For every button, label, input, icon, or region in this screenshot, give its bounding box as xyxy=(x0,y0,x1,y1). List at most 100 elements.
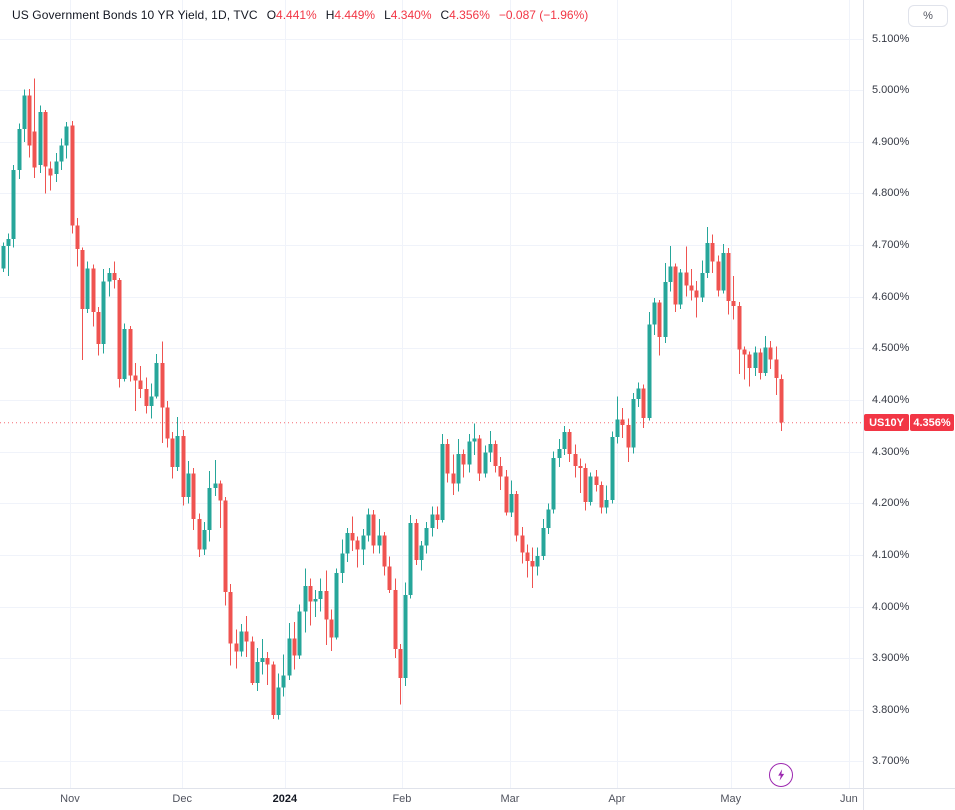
candle xyxy=(461,454,466,465)
candle xyxy=(202,530,207,550)
open-value: 4.441% xyxy=(276,8,317,22)
candle xyxy=(578,466,583,469)
candle xyxy=(573,454,578,467)
price-tick-label: 4.200% xyxy=(872,497,910,510)
price-scale[interactable]: 5.100% 5.000% 4.900% 4.800% 4.700% 4.600% 4.50… xyxy=(864,0,955,788)
price-tick-label: 4.400% xyxy=(872,393,910,406)
candle xyxy=(213,483,218,488)
candle xyxy=(689,285,694,291)
candle xyxy=(779,378,784,423)
price-tick-label: 4.800% xyxy=(872,187,910,200)
candle xyxy=(768,347,773,360)
candle xyxy=(456,454,461,484)
candle xyxy=(424,528,429,546)
candle xyxy=(472,438,477,442)
low-value: 4.340% xyxy=(390,8,432,22)
candle xyxy=(181,436,186,498)
open-letter: O xyxy=(266,8,277,22)
candle xyxy=(22,95,27,129)
candle xyxy=(43,111,48,167)
candle xyxy=(250,641,255,683)
ohlc-high: H4.449% xyxy=(326,8,375,22)
candle xyxy=(615,419,620,438)
candle xyxy=(361,535,366,550)
candle xyxy=(631,398,636,448)
candle xyxy=(117,280,122,379)
candle xyxy=(414,522,419,561)
time-scale-separator xyxy=(0,788,955,789)
candle xyxy=(493,443,498,467)
candle xyxy=(239,631,244,652)
candle xyxy=(27,95,32,146)
candle xyxy=(430,514,435,529)
price-tick-label: 4.000% xyxy=(872,600,910,613)
candle xyxy=(149,396,154,407)
candle xyxy=(731,300,736,306)
chart-legend: US Government Bonds 10 YR Yield, 1D, TVC… xyxy=(12,8,588,22)
candle xyxy=(244,631,249,642)
candle xyxy=(583,468,588,503)
candle xyxy=(594,476,599,486)
candle xyxy=(70,125,75,226)
candle xyxy=(313,598,318,602)
candle xyxy=(6,238,11,247)
candle xyxy=(520,535,525,553)
candle xyxy=(562,431,567,450)
chart-canvas[interactable] xyxy=(0,0,863,788)
candle xyxy=(48,168,53,176)
candle xyxy=(308,585,313,602)
candle xyxy=(700,272,705,298)
candle xyxy=(287,638,292,676)
candle xyxy=(525,552,530,562)
candle xyxy=(191,473,196,519)
candle xyxy=(107,272,112,282)
candle xyxy=(599,485,604,508)
candle xyxy=(377,535,382,546)
candle xyxy=(551,457,556,510)
candle xyxy=(403,595,408,678)
candle xyxy=(477,438,482,474)
low-letter: L xyxy=(384,8,391,22)
lightning-icon xyxy=(778,769,785,781)
candle xyxy=(17,128,22,171)
candle xyxy=(303,585,308,612)
candle xyxy=(393,590,398,649)
candle xyxy=(620,419,625,425)
candle xyxy=(265,658,270,665)
candle xyxy=(488,443,493,453)
candle xyxy=(91,268,96,313)
symbol-title: US Government Bonds 10 YR Yield, 1D, TVC xyxy=(12,8,258,22)
candle xyxy=(636,388,641,399)
candle xyxy=(387,566,392,591)
candle xyxy=(530,561,535,567)
price-tick-label: 4.500% xyxy=(872,342,910,355)
close-value: 4.356% xyxy=(449,8,490,22)
candle xyxy=(371,514,376,546)
candle xyxy=(260,658,265,662)
candle xyxy=(445,443,450,474)
candle xyxy=(1,246,6,269)
candle xyxy=(737,305,742,350)
ohlc-close: C4.356% xyxy=(441,8,490,22)
ohlc-open: O4.441% xyxy=(267,8,317,22)
candle xyxy=(11,170,16,239)
candle xyxy=(175,436,180,468)
candle xyxy=(382,535,387,567)
percent-scale-button[interactable]: % xyxy=(908,5,948,27)
candle xyxy=(228,592,233,644)
time-tick-label: Jun xyxy=(839,793,858,805)
lightning-button[interactable] xyxy=(769,763,793,787)
candle xyxy=(483,452,488,474)
candle xyxy=(340,553,345,573)
high-value: 4.449% xyxy=(334,8,376,22)
candle xyxy=(721,252,726,291)
candlestick-chart-svg xyxy=(0,0,863,788)
time-scale[interactable]: Nov Dec 2024 Feb Mar Apr May Jun xyxy=(0,789,955,810)
candle xyxy=(758,352,763,374)
candle xyxy=(419,545,424,561)
price-tick-label: 4.600% xyxy=(872,290,910,303)
candle xyxy=(80,250,85,310)
candle xyxy=(350,533,355,541)
candle xyxy=(663,282,668,337)
